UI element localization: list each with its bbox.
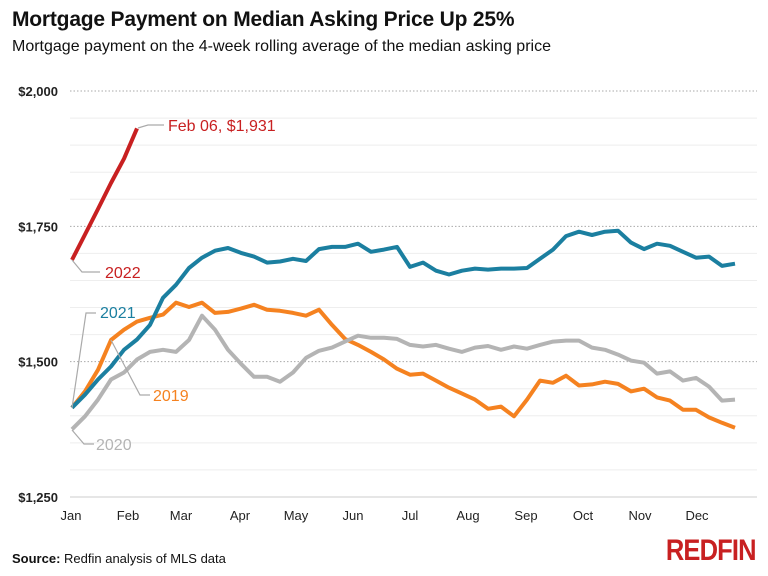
source-text: Redfin analysis of MLS data — [60, 551, 226, 566]
chart-subtitle: Mortgage payment on the 4-week rolling a… — [12, 38, 551, 55]
source-label: Source: — [12, 551, 61, 566]
series-label-2020: 2020 — [96, 437, 132, 454]
series-label-2019: 2019 — [153, 388, 189, 405]
leader-2020 — [71, 429, 94, 445]
x-tick-label: May — [284, 508, 309, 523]
y-tick-label: $1,250 — [18, 490, 58, 505]
y-tick-label: $1,750 — [18, 219, 58, 234]
series-line-2022 — [70, 127, 139, 261]
x-tick-label: Nov — [628, 508, 652, 523]
leader-2019 — [110, 339, 150, 396]
y-tick-label: $1,500 — [18, 355, 58, 370]
series-line-2019 — [70, 300, 736, 430]
redfin-logo: REDFIN — [666, 534, 757, 567]
series-label-2022: 2022 — [105, 265, 141, 282]
x-tick-label: Dec — [685, 508, 709, 523]
x-tick-label: Jan — [61, 508, 82, 523]
x-tick-label: Aug — [456, 508, 479, 523]
x-tick-label: Jun — [343, 508, 364, 523]
chart-title: Mortgage Payment on Median Asking Price … — [12, 8, 515, 31]
leader-2021 — [71, 312, 96, 409]
source-note: Source: Redfin analysis of MLS data — [12, 551, 226, 566]
series-label-2021: 2021 — [100, 305, 136, 322]
series-line-2021 — [70, 228, 736, 410]
x-tick-label: Oct — [573, 508, 594, 523]
x-tick-label: Jul — [402, 508, 419, 523]
series-line-2020 — [70, 313, 736, 431]
annotation-leader — [137, 124, 164, 129]
x-tick-label: Feb — [117, 508, 139, 523]
leader-2022 — [71, 259, 100, 273]
x-tick-label: Sep — [514, 508, 537, 523]
y-tick-label: $2,000 — [18, 84, 58, 99]
x-tick-label: Apr — [230, 508, 251, 523]
x-tick-label: Mar — [170, 508, 193, 523]
annotation-label: Feb 06, $1,931 — [168, 118, 276, 135]
